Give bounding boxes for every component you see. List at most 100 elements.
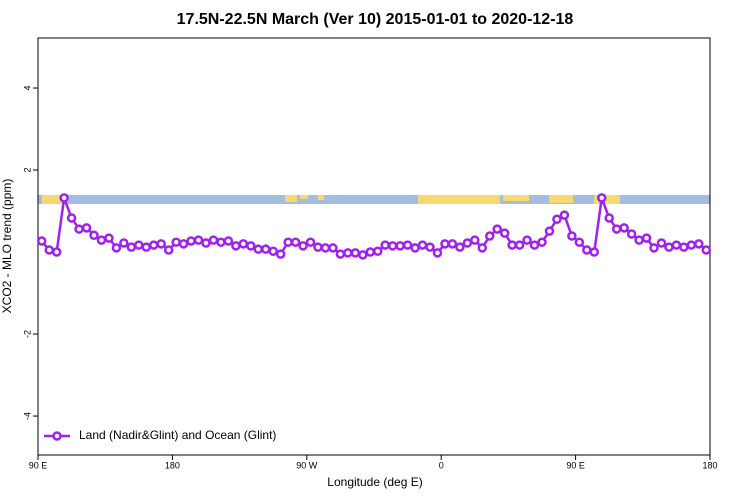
data-point bbox=[66, 213, 77, 223]
data-point bbox=[484, 231, 495, 241]
data-point bbox=[238, 239, 249, 249]
data-point bbox=[126, 242, 137, 252]
data-point bbox=[298, 241, 308, 251]
data-point bbox=[313, 242, 323, 252]
data-point bbox=[447, 239, 458, 249]
data-point bbox=[522, 235, 532, 245]
data-point bbox=[537, 237, 547, 247]
data-point bbox=[552, 214, 562, 224]
data-point bbox=[148, 240, 159, 250]
data-point bbox=[626, 229, 637, 239]
data-point bbox=[372, 246, 383, 256]
data-point bbox=[462, 238, 473, 248]
x-tick-label: 0 bbox=[439, 460, 444, 470]
data-point bbox=[208, 235, 219, 245]
data-point bbox=[134, 240, 144, 250]
data-point bbox=[156, 239, 166, 249]
data-point bbox=[253, 244, 264, 254]
data-point bbox=[141, 242, 152, 252]
data-point bbox=[694, 239, 704, 249]
data-point bbox=[96, 235, 107, 245]
data-point bbox=[320, 243, 331, 253]
data-point bbox=[514, 240, 525, 250]
data-point bbox=[89, 230, 99, 240]
data-point bbox=[365, 247, 376, 257]
data-point bbox=[260, 244, 271, 254]
data-point bbox=[387, 241, 398, 251]
land-ocean-strip bbox=[38, 195, 710, 204]
data-point bbox=[641, 233, 652, 243]
x-tick-label: 180 bbox=[702, 460, 717, 470]
data-point bbox=[216, 237, 226, 247]
data-point bbox=[283, 237, 293, 247]
data-point bbox=[470, 235, 480, 245]
data-point bbox=[529, 240, 540, 250]
data-point bbox=[432, 248, 443, 258]
data-point bbox=[664, 242, 674, 252]
data-point bbox=[410, 243, 420, 253]
y-axis-label: XCO2 - MLO trend (ppm) bbox=[0, 179, 14, 314]
data-point bbox=[425, 242, 435, 252]
x-tick-label: 90 W bbox=[296, 460, 318, 470]
data-point bbox=[231, 241, 241, 251]
data-point bbox=[171, 237, 181, 247]
data-point bbox=[380, 240, 390, 250]
data-point bbox=[343, 248, 353, 258]
data-point bbox=[328, 243, 338, 253]
x-tick-label: 180 bbox=[165, 460, 180, 470]
data-point bbox=[335, 249, 346, 259]
data-point bbox=[604, 213, 614, 223]
data-point bbox=[246, 241, 256, 251]
data-point bbox=[59, 193, 69, 203]
x-tick-label: 90 E bbox=[29, 460, 48, 470]
data-point bbox=[582, 245, 592, 255]
data-point bbox=[686, 240, 697, 250]
legend-label: Land (Nadir&Glint) and Ocean (Glint) bbox=[79, 428, 276, 442]
plot-frame bbox=[37, 37, 711, 456]
data-point bbox=[679, 242, 689, 252]
data-point bbox=[74, 224, 84, 234]
data-point bbox=[358, 250, 368, 260]
data-point bbox=[477, 243, 488, 253]
data-point bbox=[417, 240, 428, 250]
data-point bbox=[268, 246, 278, 256]
y-tick-label: -2 bbox=[22, 330, 32, 338]
y-tick-label: 2 bbox=[22, 168, 32, 173]
data-point bbox=[36, 236, 47, 246]
data-point bbox=[574, 237, 585, 247]
data-point bbox=[455, 242, 465, 252]
data-point bbox=[619, 223, 629, 233]
data-point bbox=[111, 243, 122, 253]
data-point bbox=[104, 233, 114, 243]
data-point bbox=[119, 238, 129, 248]
data-point bbox=[51, 247, 62, 257]
data-point bbox=[567, 231, 577, 241]
data-point bbox=[223, 236, 234, 246]
data-point bbox=[402, 240, 413, 250]
data-point bbox=[649, 243, 659, 253]
data-point bbox=[305, 237, 316, 247]
data-point bbox=[596, 193, 607, 203]
data-point bbox=[611, 224, 622, 234]
data-point bbox=[656, 238, 667, 248]
x-axis-label: Longitude (deg E) bbox=[327, 475, 422, 489]
data-point bbox=[440, 239, 450, 249]
data-point bbox=[634, 235, 644, 245]
data-point bbox=[701, 245, 712, 255]
data-point bbox=[492, 224, 502, 234]
data-point bbox=[186, 236, 196, 246]
data-point bbox=[163, 245, 174, 255]
data-point bbox=[671, 240, 682, 250]
data-point bbox=[395, 241, 405, 251]
data-point bbox=[193, 235, 204, 245]
chart-title: 17.5N-22.5N March (Ver 10) 2015-01-01 to… bbox=[177, 11, 574, 28]
legend-marker bbox=[52, 431, 62, 441]
x-tick-label: 90 E bbox=[566, 460, 585, 470]
data-point bbox=[589, 247, 600, 257]
data-point bbox=[275, 249, 286, 259]
data-point bbox=[559, 210, 570, 220]
data-point bbox=[544, 226, 555, 236]
data-point bbox=[178, 239, 189, 249]
data-point bbox=[290, 237, 301, 247]
